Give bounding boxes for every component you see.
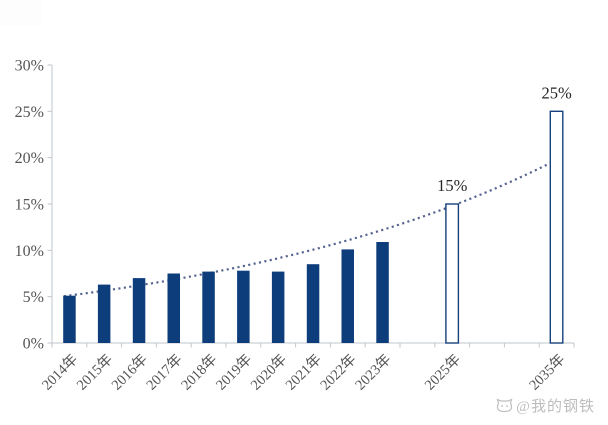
bar-2015年 [97,284,111,343]
y-axis-ticks [47,64,52,344]
x-tick-label: 2016年 [108,351,151,394]
x-axis-ticks [51,343,575,348]
x-tick-label: 2021年 [282,351,325,394]
trendline-layer [63,161,552,298]
data-label-layer: 15% 25% [437,83,572,195]
watermark-text: @我的钢铁 [516,399,595,415]
bar-2022年 [341,249,354,343]
x-tick-label: 2017年 [143,351,186,394]
bars-layer [63,110,564,344]
bar-2016年 [132,278,146,343]
watermark: @我的钢铁 [496,395,595,416]
x-tick-label: 2019年 [212,351,255,394]
bar-2018年 [202,271,215,343]
y-tick-label: 25% [15,104,44,121]
bar-2017年 [167,273,180,343]
x-tick-label: 2020年 [247,351,290,394]
x-tick-label: 2035年 [526,351,569,394]
y-tick-label: 15% [15,197,44,214]
bar-2025年 [445,203,460,344]
y-tick-label: 0% [23,336,44,353]
data-label-2035年: 25% [541,83,572,102]
mysteel-mascot-icon [496,398,513,413]
x-tick-label: 2015年 [73,351,116,394]
bar-2014年 [63,295,76,343]
data-label-2025年: 15% [437,176,468,195]
y-tick-label: 20% [15,150,44,167]
bar-2019年 [237,270,250,343]
y-axis-tick-labels: 0% 5% 10% 15% 20% 25% 30% [15,58,44,353]
x-axis-tick-labels: 2014年2015年2016年2017年2018年2019年2020年2021年… [38,351,568,394]
bar-2020年 [271,271,285,343]
x-tick-label: 2022年 [317,351,360,394]
x-tick-label: 2023年 [352,351,395,394]
x-tick-label: 2025年 [421,351,464,394]
bar-2023年 [376,242,389,343]
faint-corner-mark [0,0,42,26]
y-tick-label: 5% [23,289,44,306]
x-tick-label: 2014年 [38,351,81,394]
x-tick-label: 2018年 [178,351,221,394]
bar-2035年 [549,110,564,344]
y-tick-label: 30% [15,58,44,75]
bar-2021年 [306,264,320,343]
trendline [63,161,552,298]
y-tick-label: 10% [15,243,44,260]
